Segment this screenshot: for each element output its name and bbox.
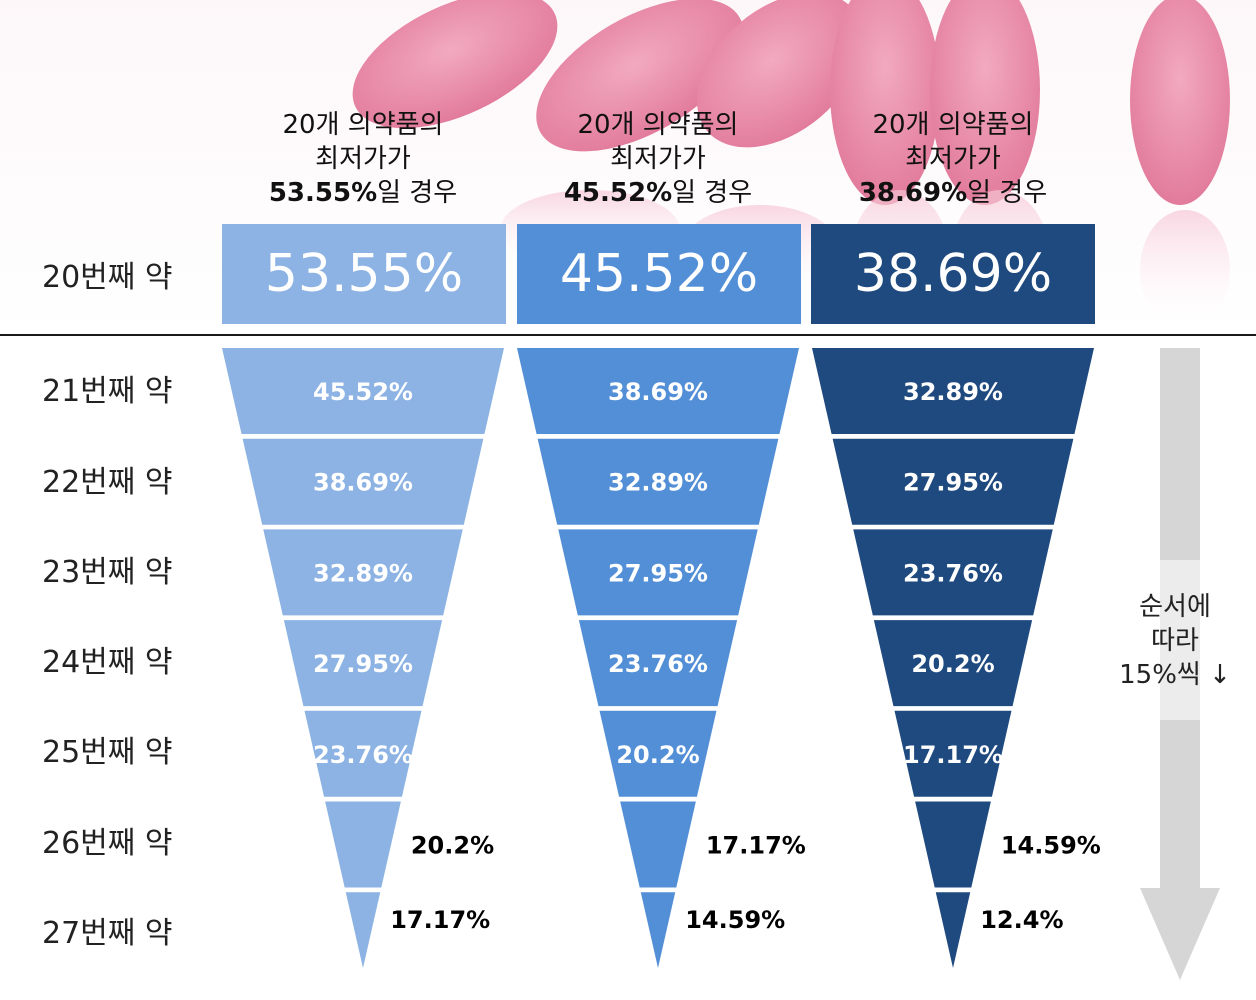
top-value-box-1: 53.55% <box>222 224 506 324</box>
funnel-band-s2-r24 <box>578 620 738 707</box>
funnel-band-s2-r27 <box>640 892 676 968</box>
funnel-label-s1-r25: 23.76% <box>313 741 413 769</box>
header-line: 53.55%일 경우 <box>213 176 513 210</box>
funnel-band-s3-r25 <box>894 710 1012 797</box>
funnel-label-s3-r23: 23.76% <box>903 559 1003 587</box>
funnel-band-s1-r24 <box>283 620 443 707</box>
funnel-label-s2-r21: 38.69% <box>608 378 708 406</box>
header-pct: 38.69% <box>858 178 968 208</box>
funnel-band-s2-r25 <box>599 710 717 797</box>
row-label-20: 20번째 약 <box>42 260 173 295</box>
funnel-label-s1-r27: 17.17% <box>390 906 490 934</box>
funnel-band-s2-r23 <box>558 529 758 616</box>
funnel-label-s1-r23: 32.89% <box>313 559 413 587</box>
funnel-label-s2-r27: 14.59% <box>685 906 785 934</box>
funnel-label-s2-r22: 32.89% <box>608 469 708 497</box>
header-line: 45.52%일 경우 <box>508 176 808 210</box>
header-suffix: 일 경우 <box>967 178 1048 208</box>
funnel-band-s3-r22 <box>832 438 1074 525</box>
header-col-1: 20개 의약품의 최저가가 53.55%일 경우 <box>213 108 513 210</box>
funnel-label-s1-r24: 27.95% <box>313 650 413 678</box>
funnel-band-s2-r26 <box>620 801 696 888</box>
funnel-band-s1-r26 <box>325 801 401 888</box>
top-value-box-3: 38.69% <box>811 224 1095 324</box>
funnel-band-s3-r27 <box>935 892 971 968</box>
row-label-21: 21번째 약 <box>42 374 173 409</box>
funnel-label-s3-r25: 17.17% <box>903 741 1003 769</box>
funnel-label-s1-r21: 45.52% <box>313 378 413 406</box>
funnel-band-s3-r21 <box>812 348 1094 434</box>
header-line: 20개 의약품의 <box>577 110 739 140</box>
funnel-band-s1-r21 <box>222 348 504 434</box>
row-label-25: 25번째 약 <box>42 735 173 770</box>
header-col-3: 20개 의약품의 최저가가 38.69%일 경우 <box>803 108 1103 210</box>
note-line: 따라 <box>1151 626 1199 656</box>
row-label-24: 24번째 약 <box>42 645 173 680</box>
funnel-label-s3-r22: 27.95% <box>903 469 1003 497</box>
down-arrow-icon <box>1140 348 1220 980</box>
funnel-band-s3-r23 <box>853 529 1053 616</box>
header-pct: 53.55% <box>268 178 378 208</box>
header-line: 20개 의약품의 <box>282 110 444 140</box>
funnel-label-s3-r26: 14.59% <box>1001 832 1101 860</box>
funnel-band-s2-r21 <box>517 348 799 434</box>
funnel-band-s2-r22 <box>537 438 779 525</box>
header-line: 최저가가 <box>610 144 706 174</box>
funnel-band-s3-r24 <box>873 620 1033 707</box>
header-line: 최저가가 <box>315 144 411 174</box>
funnel-label-s1-r26: 20.2% <box>411 832 494 860</box>
funnel-band-s3-r26 <box>915 801 991 888</box>
top-value-box-2: 45.52% <box>517 224 801 324</box>
row-label-22: 22번째 약 <box>42 465 173 500</box>
decrease-note: 순서에 따라 15%씩 ↓ <box>1110 590 1240 692</box>
funnel-band-s1-r27 <box>345 892 381 968</box>
header-col-2: 20개 의약품의 최저가가 45.52%일 경우 <box>508 108 808 210</box>
row-label-26: 26번째 약 <box>42 826 173 861</box>
funnel-label-s1-r22: 38.69% <box>313 469 413 497</box>
row-label-27: 27번째 약 <box>42 916 173 951</box>
funnel-band-s1-r23 <box>263 529 463 616</box>
funnel-label-s2-r24: 23.76% <box>608 650 708 678</box>
header-suffix: 일 경우 <box>377 178 458 208</box>
divider-line <box>0 334 1256 336</box>
header-suffix: 일 경우 <box>672 178 753 208</box>
funnel-label-s3-r21: 32.89% <box>903 378 1003 406</box>
note-line: 15%씩 ↓ <box>1119 660 1231 690</box>
header-pct: 45.52% <box>563 178 673 208</box>
funnel-label-s3-r24: 20.2% <box>911 650 994 678</box>
header-line: 20개 의약품의 <box>872 110 1034 140</box>
funnel-band-s1-r22 <box>242 438 484 525</box>
funnel-label-s2-r23: 27.95% <box>608 559 708 587</box>
header-line: 38.69%일 경우 <box>803 176 1103 210</box>
funnel-label-s3-r27: 12.4% <box>980 906 1063 934</box>
funnel-label-s2-r26: 17.17% <box>706 832 806 860</box>
row-label-23: 23번째 약 <box>42 555 173 590</box>
funnel-band-s1-r25 <box>304 710 422 797</box>
funnel-label-s2-r25: 20.2% <box>616 741 699 769</box>
header-line: 최저가가 <box>905 144 1001 174</box>
note-line: 순서에 <box>1139 592 1211 622</box>
